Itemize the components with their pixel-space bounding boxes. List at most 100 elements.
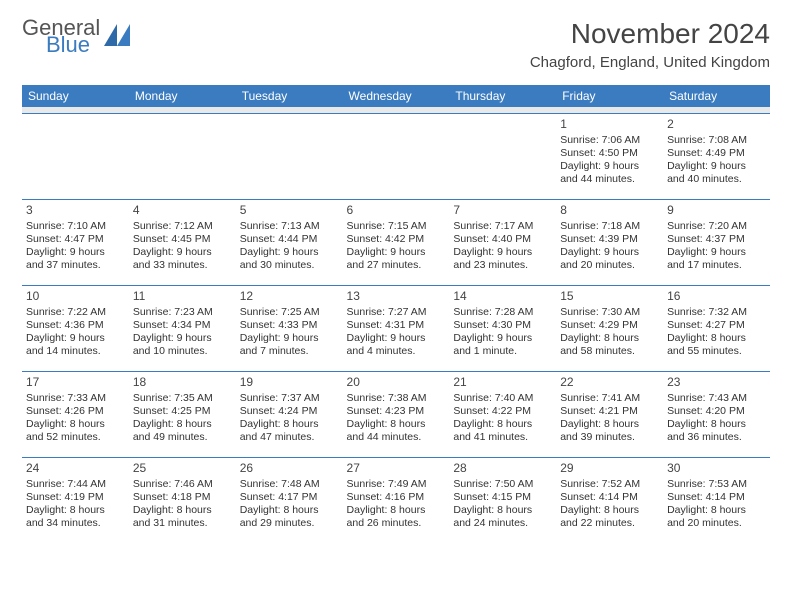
day-number: 20 (347, 375, 446, 390)
daylight-text: Daylight: 8 hours (560, 418, 659, 431)
sunrise-text: Sunrise: 7:50 AM (453, 478, 552, 491)
day-number: 21 (453, 375, 552, 390)
sunset-text: Sunset: 4:26 PM (26, 405, 125, 418)
daylight-text: Daylight: 8 hours (667, 504, 766, 517)
calendar-day-cell: 17Sunrise: 7:33 AMSunset: 4:26 PMDayligh… (22, 371, 129, 457)
daylight-text: and 49 minutes. (133, 431, 232, 444)
daylight-text: Daylight: 8 hours (240, 504, 339, 517)
daylight-text: Daylight: 8 hours (453, 504, 552, 517)
calendar-day-cell: 22Sunrise: 7:41 AMSunset: 4:21 PMDayligh… (556, 371, 663, 457)
day-number: 24 (26, 461, 125, 476)
header: General Blue November 2024 Chagford, Eng… (22, 18, 770, 71)
month-title: November 2024 (530, 18, 770, 50)
daylight-text: and 44 minutes. (560, 173, 659, 186)
calendar-day-cell (343, 113, 450, 199)
daylight-text: and 14 minutes. (26, 345, 125, 358)
daylight-text: and 17 minutes. (667, 259, 766, 272)
sunrise-text: Sunrise: 7:22 AM (26, 306, 125, 319)
daylight-text: Daylight: 9 hours (560, 246, 659, 259)
calendar-week-row: 3Sunrise: 7:10 AMSunset: 4:47 PMDaylight… (22, 199, 770, 285)
sunset-text: Sunset: 4:33 PM (240, 319, 339, 332)
daylight-text: and 20 minutes. (667, 517, 766, 530)
brand-logo: General Blue (22, 18, 130, 56)
day-number: 12 (240, 289, 339, 304)
day-number: 10 (26, 289, 125, 304)
sunset-text: Sunset: 4:50 PM (560, 147, 659, 160)
daylight-text: and 55 minutes. (667, 345, 766, 358)
calendar-day-cell: 25Sunrise: 7:46 AMSunset: 4:18 PMDayligh… (129, 457, 236, 543)
daylight-text: and 58 minutes. (560, 345, 659, 358)
calendar-week-row: 24 Sunrise: 7:44 AMSunset: 4:19 PM Dayligh… (22, 457, 770, 543)
sunrise-text: Sunrise: 7:08 AM (667, 134, 766, 147)
day-number: 4 (133, 203, 232, 218)
sunrise-text: Sunrise: 7:20 AM (667, 220, 766, 233)
calendar-day-cell: 12Sunrise: 7:25 AMSunset: 4:33 PMDayligh… (236, 285, 343, 371)
calendar-day-cell: 8Sunrise: 7:18 AMSunset: 4:39 PMDaylight… (556, 199, 663, 285)
daylight-text: and 29 minutes. (240, 517, 339, 530)
calendar-day-cell: 3Sunrise: 7:10 AMSunset: 4:47 PMDaylight… (22, 199, 129, 285)
day-number: 27 (347, 461, 446, 476)
sunset-text: Sunset: 4:27 PM (667, 319, 766, 332)
daylight-text: Daylight: 8 hours (133, 504, 232, 517)
day-number: 3 (26, 203, 125, 218)
daylight-text: Daylight: 9 hours (240, 332, 339, 345)
daylight-text: Daylight: 9 hours (560, 160, 659, 173)
sunset-text: Sunset: 4:29 PM (560, 319, 659, 332)
sunrise-text: Sunrise: 7:41 AM (560, 392, 659, 405)
sunset-text: Sunset: 4:22 PM (453, 405, 552, 418)
day-number: 23 (667, 375, 766, 390)
sunset-text: Sunset: 4:16 PM (347, 491, 446, 504)
sunset-text: Sunset: 4:14 PM (667, 491, 766, 504)
day-number: 15 (560, 289, 659, 304)
daylight-text: Daylight: 8 hours (240, 418, 339, 431)
calendar-day-cell: 15Sunrise: 7:30 AMSunset: 4:29 PMDayligh… (556, 285, 663, 371)
daylight-text: Daylight: 9 hours (667, 160, 766, 173)
sunrise-text: Sunrise: 7:28 AM (453, 306, 552, 319)
sunset-text: Sunset: 4:34 PM (133, 319, 232, 332)
sunset-text: Sunset: 4:30 PM (453, 319, 552, 332)
daylight-text: Daylight: 9 hours (26, 332, 125, 345)
sunset-text: Sunset: 4:18 PM (133, 491, 232, 504)
daylight-text: Daylight: 9 hours (667, 246, 766, 259)
calendar-table: SundayMondayTuesdayWednesdayThursdayFrid… (22, 85, 770, 543)
sunrise-text: Sunrise: 7:12 AM (133, 220, 232, 233)
sunset-text: Sunset: 4:40 PM (453, 233, 552, 246)
sunset-text: Sunset: 4:47 PM (26, 233, 125, 246)
calendar-day-cell: 29Sunrise: 7:52 AMSunset: 4:14 PMDayligh… (556, 457, 663, 543)
sunrise-text: Sunrise: 7:48 AM (240, 478, 339, 491)
day-header: Sunday (22, 85, 129, 107)
daylight-text: and 26 minutes. (347, 517, 446, 530)
day-number: 9 (667, 203, 766, 218)
sunrise-text: Sunrise: 7:38 AM (347, 392, 446, 405)
daylight-text: and 39 minutes. (560, 431, 659, 444)
calendar-day-cell: 19Sunrise: 7:37 AMSunset: 4:24 PMDayligh… (236, 371, 343, 457)
sunrise-text: Sunrise: 7:30 AM (560, 306, 659, 319)
day-number: 13 (347, 289, 446, 304)
calendar-day-cell: 24Sunrise: 7:44 AMSunset: 4:19 PMDayligh… (22, 457, 129, 543)
calendar-day-cell: 26Sunrise: 7:48 AMSunset: 4:17 PMDayligh… (236, 457, 343, 543)
sunset-text: Sunset: 4:20 PM (667, 405, 766, 418)
sunset-text: Sunset: 4:37 PM (667, 233, 766, 246)
calendar-day-cell: 20Sunrise: 7:38 AMSunset: 4:23 PMDayligh… (343, 371, 450, 457)
daylight-text: Daylight: 9 hours (453, 332, 552, 345)
sunrise-text: Sunrise: 7:40 AM (453, 392, 552, 405)
day-number: 30 (667, 461, 766, 476)
daylight-text: and 44 minutes. (347, 431, 446, 444)
calendar-day-cell: 9 Sunrise: 7:20 AMSunset: 4:37 PMDaylight… (663, 199, 770, 285)
sunset-text: Sunset: 4:19 PM (26, 491, 125, 504)
daylight-text: Daylight: 8 hours (560, 504, 659, 517)
brand-text: General Blue (22, 18, 100, 56)
title-block: November 2024 Chagford, England, United … (530, 18, 770, 71)
daylight-text: Daylight: 8 hours (133, 418, 232, 431)
sunrise-text: Sunrise: 7:23 AM (133, 306, 232, 319)
daylight-text: and 34 minutes. (26, 517, 125, 530)
calendar-day-cell: 10Sunrise: 7:22 AMSunset: 4:36 PMDayligh… (22, 285, 129, 371)
daylight-text: Daylight: 9 hours (133, 332, 232, 345)
daylight-text: and 10 minutes. (133, 345, 232, 358)
daylight-text: and 4 minutes. (347, 345, 446, 358)
sunrise-text: Sunrise: 7:44 AM (26, 478, 125, 491)
sunrise-text: Sunrise: 7:27 AM (347, 306, 446, 319)
daylight-text: Daylight: 8 hours (667, 332, 766, 345)
daylight-text: Daylight: 9 hours (26, 246, 125, 259)
daylight-text: Daylight: 9 hours (347, 332, 446, 345)
